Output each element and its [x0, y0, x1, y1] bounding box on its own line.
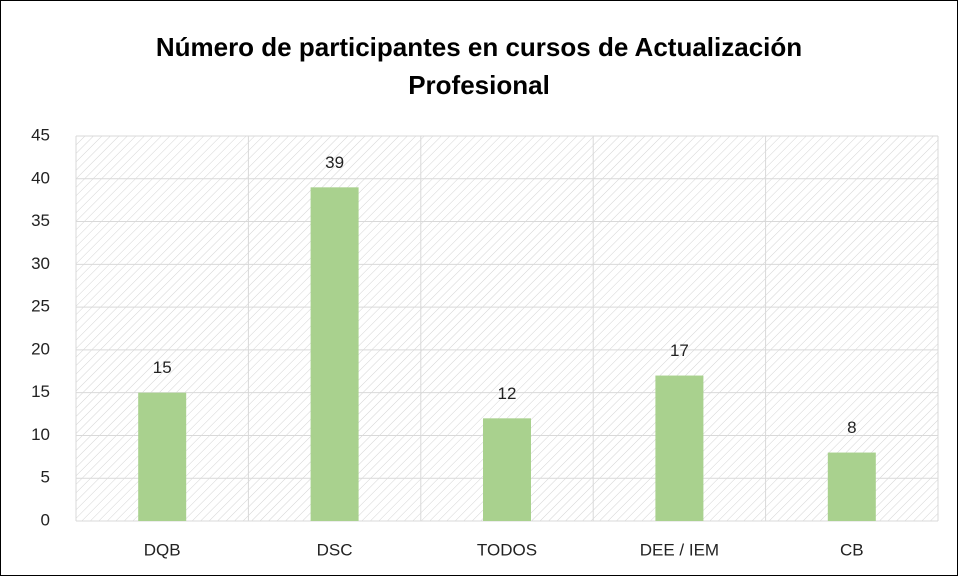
x-tick-label: DEE / IEM	[640, 540, 719, 559]
y-tick-label: 30	[31, 254, 50, 273]
y-tick-label: 0	[41, 510, 50, 529]
bar	[483, 418, 531, 521]
y-tick-label: 20	[31, 339, 50, 358]
y-tick-label: 40	[31, 168, 50, 187]
y-tick-label: 45	[31, 125, 50, 144]
y-tick-label: 35	[31, 211, 50, 230]
bar	[655, 375, 704, 521]
x-tick-label: CB	[840, 540, 864, 559]
data-label: 12	[498, 384, 517, 403]
x-tick-label: DSC	[317, 540, 353, 559]
y-tick-label: 5	[41, 468, 50, 487]
x-tick-label: TODOS	[477, 540, 537, 559]
data-label: 17	[670, 341, 689, 360]
y-tick-label: 25	[31, 297, 50, 316]
data-label: 15	[153, 358, 172, 377]
x-tick-label: DQB	[144, 540, 181, 559]
bar	[827, 452, 876, 521]
y-tick-label: 15	[31, 382, 50, 401]
data-label: 8	[847, 418, 856, 437]
bar	[310, 187, 359, 522]
bar	[138, 392, 187, 521]
y-tick-label: 10	[31, 425, 50, 444]
chart-title: Número de participantes en cursos de Act…	[155, 32, 803, 100]
data-label: 39	[325, 153, 344, 172]
